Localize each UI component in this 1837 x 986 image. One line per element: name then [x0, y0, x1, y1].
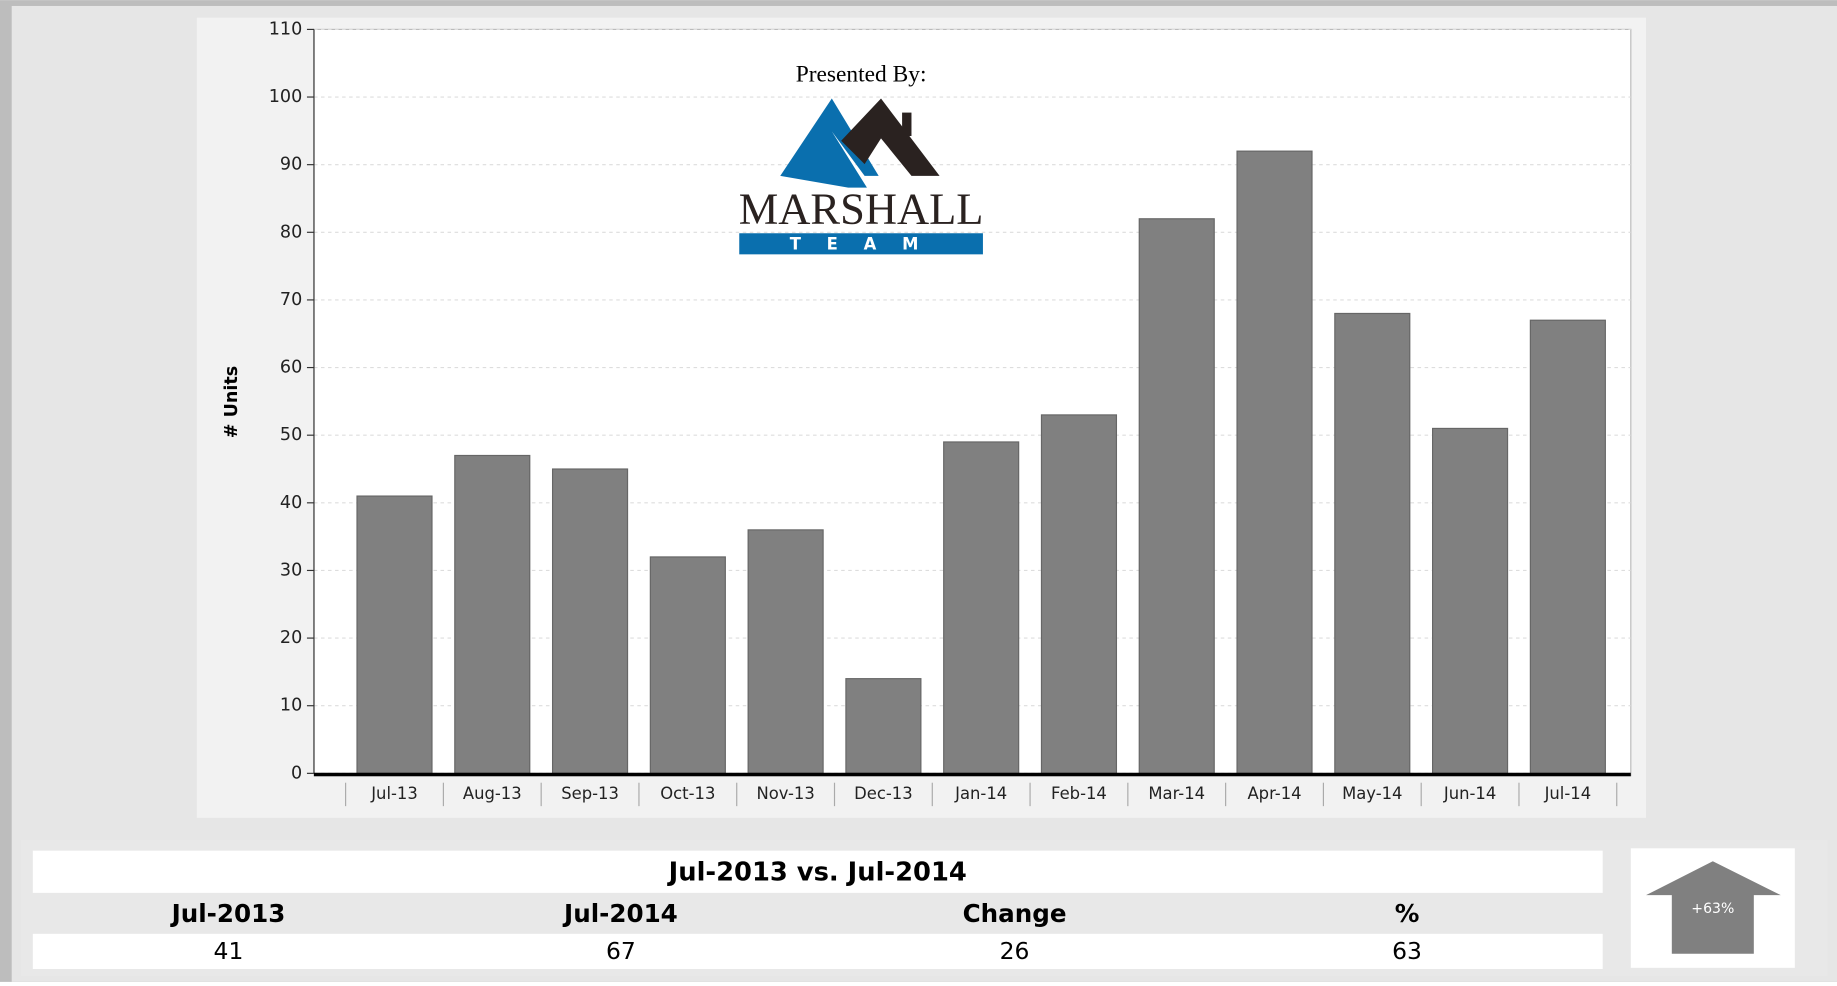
up-arrow — [1646, 861, 1781, 954]
logo-tagline: TEAM — [790, 234, 944, 253]
bar — [454, 454, 531, 774]
column-header: Change — [963, 899, 1067, 928]
logo: Presented By: MARSHALL TEAM — [739, 62, 984, 255]
y-tick-label: 60 — [280, 358, 302, 378]
bar — [1432, 427, 1509, 774]
x-tick-label: Apr-14 — [1247, 784, 1301, 803]
x-tick-label: Nov-13 — [756, 784, 814, 803]
logo-chimney — [902, 112, 912, 137]
column-value: 41 — [214, 937, 244, 965]
column-header: % — [1395, 899, 1420, 928]
column-header: Jul-2014 — [562, 899, 678, 928]
bar — [943, 441, 1020, 774]
comparison-title-box — [32, 850, 1603, 893]
column-value: 63 — [1392, 937, 1422, 965]
column-value: 26 — [1000, 937, 1030, 965]
comparison-title: Jul-2013 vs. Jul-2014 — [667, 857, 967, 887]
y-tick-label: 20 — [280, 628, 302, 648]
bar — [1040, 414, 1118, 774]
y-tick-label: 30 — [280, 560, 302, 580]
bar — [551, 468, 629, 774]
y-tick-label: 110 — [269, 19, 303, 39]
x-tick-label: Jul-13 — [370, 784, 418, 803]
y-tick-label: 50 — [280, 425, 302, 445]
y-tick-label: 70 — [280, 290, 302, 310]
y-tick-label: 40 — [280, 493, 302, 513]
logo-caption: Presented By: — [796, 62, 927, 88]
logo-band — [739, 233, 983, 255]
x-tick-label: Dec-13 — [854, 784, 913, 803]
x-tick-label: Jun-14 — [1443, 784, 1496, 803]
y-tick-label: 80 — [280, 222, 302, 242]
comparison-table: Jul-2013 41 Jul-2014 67 Change 26% 63 — [170, 899, 1422, 965]
plot: 0 10 20 30 40 50 60 70 80 90 100 110 Jul-13 Aug-13 Sep… — [269, 19, 1631, 807]
logo-roof-blue — [780, 98, 879, 188]
x-tick-label: Aug-13 — [463, 784, 522, 803]
y-tick-label: 10 — [280, 696, 302, 716]
x-tick-label: Feb-14 — [1051, 784, 1107, 803]
x-tick-label: Sep-13 — [561, 784, 619, 803]
bar — [1138, 218, 1215, 774]
bar — [845, 678, 922, 774]
x-tick-label: Jan-14 — [954, 784, 1007, 803]
column-value: 67 — [606, 937, 636, 965]
x-tick-label: Jul-14 — [1544, 784, 1592, 803]
arrow-label: +63% — [1691, 901, 1734, 917]
bar — [1529, 319, 1606, 774]
logo-name: MARSHALL — [739, 184, 984, 234]
y-tick-label: 0 — [291, 763, 302, 783]
bar — [356, 495, 433, 774]
bar — [1236, 150, 1313, 774]
x-tick-label: Oct-13 — [660, 784, 715, 803]
x-tick-label: May-14 — [1342, 784, 1402, 803]
column-header: Jul-2013 — [170, 899, 286, 928]
comparison-values-row — [32, 933, 1603, 969]
y-axis-label: # Units — [222, 366, 242, 438]
logo-roof-dark — [841, 98, 940, 176]
bar — [1334, 312, 1411, 774]
y-tick-label: 90 — [280, 155, 302, 175]
bar — [649, 556, 726, 774]
bar — [747, 529, 824, 774]
x-tick-label: Mar-14 — [1148, 784, 1205, 803]
y-tick-label: 100 — [269, 87, 303, 107]
